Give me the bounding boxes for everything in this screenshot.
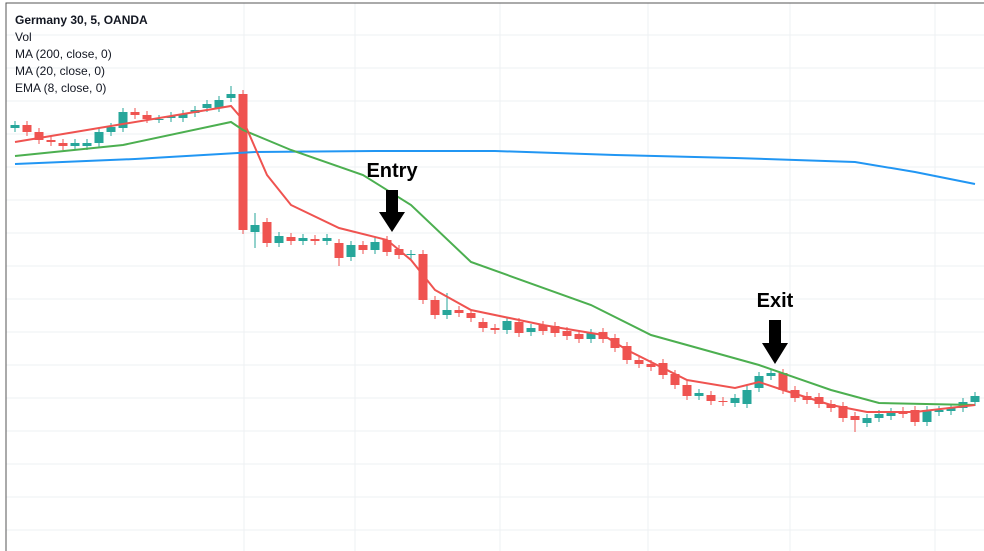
candle-body <box>58 143 68 146</box>
chart-title: Germany 30, 5, OANDA <box>15 13 148 27</box>
candle-body <box>298 238 308 241</box>
candle-body <box>286 237 296 241</box>
candle-body <box>430 300 440 315</box>
candle-body <box>262 222 272 243</box>
indicator-label: MA (20, close, 0) <box>15 64 105 78</box>
candle-body <box>526 328 536 332</box>
candle-body <box>718 401 728 402</box>
annotation: Exit <box>757 290 794 312</box>
candle-body <box>442 310 452 315</box>
candle-body <box>46 140 56 142</box>
candle-body <box>478 322 488 328</box>
candle-body <box>850 416 860 420</box>
candle-body <box>382 240 392 252</box>
candle-body <box>82 143 92 146</box>
candle-body <box>886 412 896 416</box>
candle-body <box>634 360 644 364</box>
candle-body <box>406 254 416 255</box>
frame <box>5 2 984 551</box>
candle-body <box>226 94 236 98</box>
candle-body <box>946 408 956 411</box>
candle-body <box>622 346 632 360</box>
candle-body <box>646 364 656 367</box>
candle-body <box>694 393 704 396</box>
candle-body <box>706 395 716 401</box>
candle-body <box>310 239 320 241</box>
candle-body <box>142 115 152 119</box>
candle-body <box>514 322 524 333</box>
candle-body <box>682 385 692 396</box>
candle-body <box>94 132 104 143</box>
candle-body <box>742 390 752 404</box>
candle-body <box>358 245 368 250</box>
candle-body <box>778 373 788 390</box>
candle-body <box>466 313 476 318</box>
candle-body <box>10 125 20 128</box>
candle-body <box>838 406 848 418</box>
indicator-label: EMA (8, close, 0) <box>15 81 106 95</box>
candle-body <box>862 418 872 423</box>
candle-body <box>130 112 140 115</box>
candle-body <box>106 127 116 132</box>
volume-label: Vol <box>15 30 32 44</box>
candle-body <box>34 132 44 140</box>
candle-body <box>250 225 260 232</box>
candle-body <box>70 143 80 146</box>
candle-body <box>178 114 188 118</box>
candle-body <box>550 326 560 333</box>
candle-body <box>118 112 128 128</box>
candle-body <box>490 328 500 330</box>
candle-body <box>910 410 920 422</box>
arrow <box>379 190 405 232</box>
candle-body <box>922 410 932 422</box>
indicator-line <box>14 120 976 406</box>
candle-body <box>418 254 428 300</box>
candle-body <box>154 119 164 120</box>
candle-body <box>970 396 980 402</box>
candle-body <box>586 333 596 339</box>
indicator-line <box>14 104 976 413</box>
candle-body <box>502 321 512 330</box>
candle-body <box>346 245 356 257</box>
indicator-line <box>14 150 976 185</box>
candle-body <box>766 373 776 376</box>
candle-body <box>874 414 884 418</box>
candle-body <box>934 410 944 412</box>
candle-body <box>454 310 464 313</box>
indicator-label: MA (200, close, 0) <box>15 47 112 61</box>
plot <box>10 86 980 432</box>
arrow <box>762 320 788 364</box>
candle-body <box>574 334 584 339</box>
candle-body <box>562 331 572 336</box>
candle-body <box>538 325 548 331</box>
candle-body <box>322 238 332 241</box>
candle-body <box>22 125 32 132</box>
candle-body <box>370 242 380 250</box>
candle-body <box>202 104 212 108</box>
candle-body <box>238 94 248 230</box>
candle-body <box>394 249 404 255</box>
candle-body <box>214 100 224 108</box>
annotation: Entry <box>366 160 418 182</box>
grid <box>6 3 984 551</box>
candle-body <box>334 243 344 258</box>
candle-body <box>730 398 740 403</box>
candle-body <box>670 374 680 385</box>
candle-body <box>274 236 284 243</box>
